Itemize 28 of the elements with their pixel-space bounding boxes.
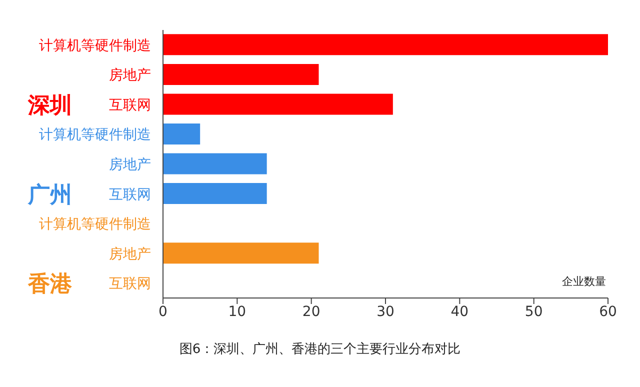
y-tick-label: 房地产 [109, 157, 151, 173]
y-tick-label: 房地产 [109, 68, 151, 84]
x-axis-title: 企业数量 [562, 274, 606, 289]
x-tick-label: 30 [376, 304, 394, 320]
bar [163, 34, 608, 56]
x-tick-label: 10 [228, 304, 246, 320]
x-tick-label: 60 [599, 304, 617, 320]
bar [163, 124, 200, 144]
y-tick-label: 房地产 [109, 246, 151, 262]
y-tick-label: 计算机等硬件制造 [39, 216, 151, 233]
bar [163, 153, 267, 174]
y-tick-label: 计算机等硬件制造 [39, 38, 151, 54]
bar [163, 242, 319, 264]
y-tick-label: 计算机等硬件制造 [39, 127, 151, 144]
bar [163, 94, 393, 115]
caption: 图6：深圳、广州、香港的三个主要行业分布对比 [178, 341, 462, 358]
y-tick-label: 互联网 [109, 276, 151, 292]
text: 香港 [27, 271, 73, 298]
x-tick-label: 20 [302, 304, 320, 320]
y-tick-label: 互联网 [109, 97, 151, 114]
x-tick-label: 50 [524, 304, 543, 320]
y-tick-label: 互联网 [109, 186, 151, 203]
bar [163, 64, 319, 85]
text: 深圳 [27, 92, 72, 118]
x-tick-label: 40 [450, 304, 469, 320]
x-tick-label: 0 [158, 304, 168, 320]
bar [163, 183, 267, 204]
text: 广州 [27, 182, 72, 208]
